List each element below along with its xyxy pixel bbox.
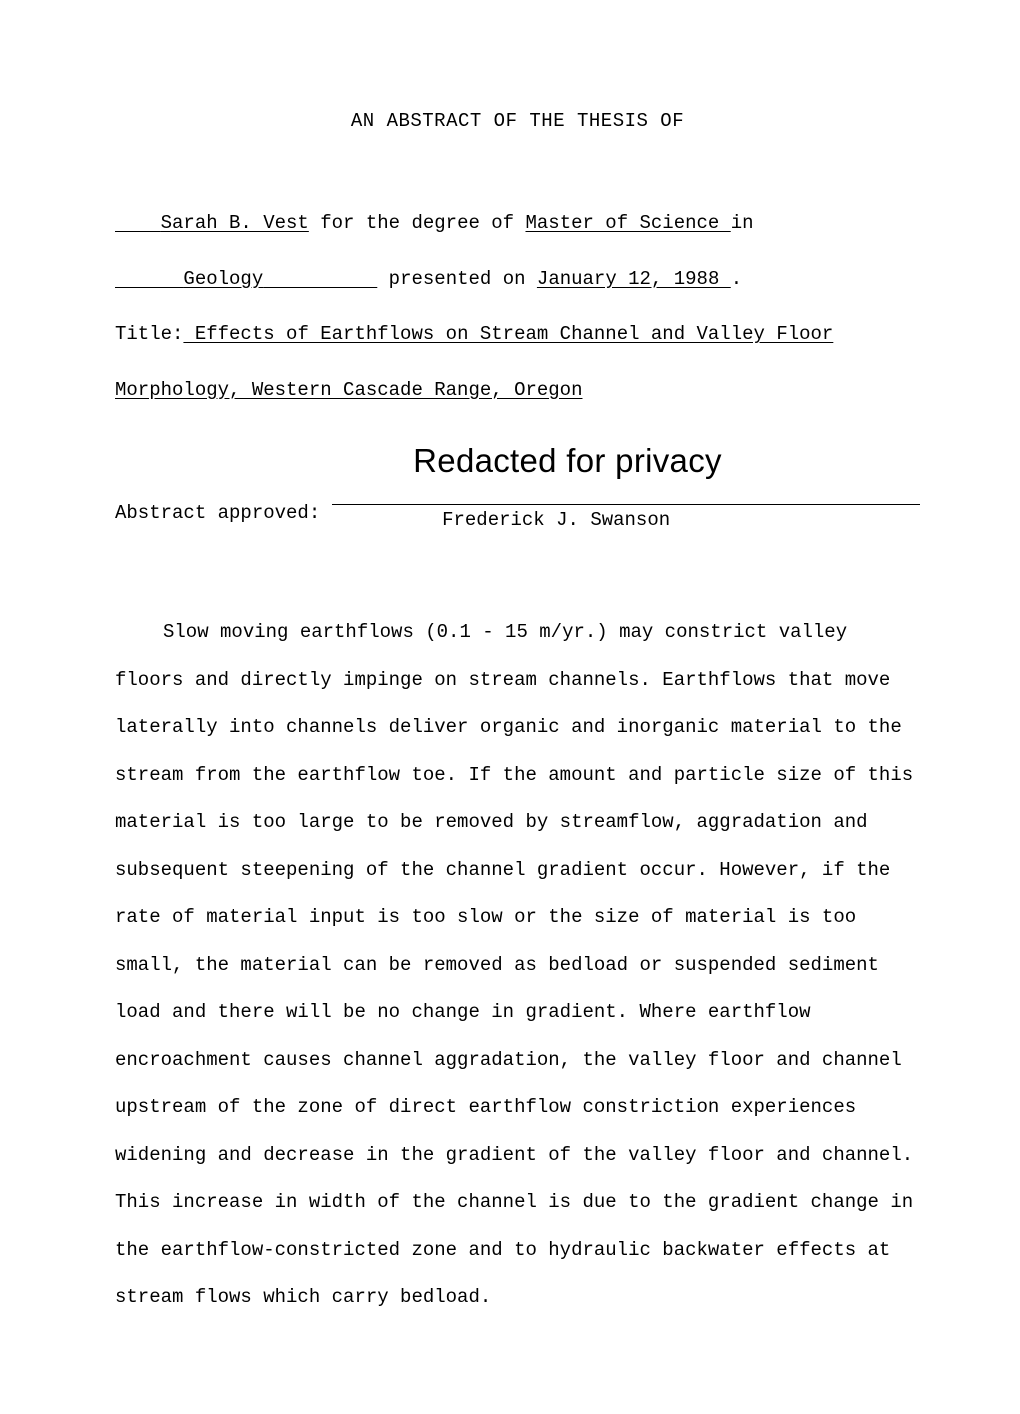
degree-name: Master of Science xyxy=(525,212,730,234)
title-label: Title: xyxy=(115,323,183,345)
advisor-name: Frederick J. Swanson xyxy=(192,505,920,531)
blank-lead xyxy=(115,212,161,234)
presentation-date: January 12, 1988 xyxy=(537,268,731,290)
major-date-line: Geology presented on January 12, 1988 . xyxy=(115,256,920,304)
title-line-2: Morphology, Western Cascade Range, Orego… xyxy=(115,367,920,415)
thesis-title-part-2: Morphology, Western Cascade Range, Orego… xyxy=(115,379,582,401)
blank-post-major xyxy=(263,268,377,290)
approval-section: Abstract approved: Frederick J. Swanson xyxy=(115,500,920,531)
period: . xyxy=(731,268,742,290)
in-text: in xyxy=(731,212,754,234)
major-field: Geology xyxy=(183,268,263,290)
page-title: AN ABSTRACT OF THE THESIS OF xyxy=(115,110,920,132)
author-degree-line: Sarah B. Vest for the degree of Master o… xyxy=(115,200,920,248)
abstract-paragraph: Slow moving earthflows (0.1 - 15 m/yr.) … xyxy=(115,609,920,1322)
thesis-title-part-1: Effects of Earthflows on Stream Channel … xyxy=(183,323,833,345)
title-line-1: Title: Effects of Earthflows on Stream C… xyxy=(115,311,920,359)
for-degree-text: for the degree of xyxy=(309,212,526,234)
author-name: Sarah B. Vest xyxy=(161,212,309,234)
redaction-notice: Redacted for privacy xyxy=(215,442,920,480)
abstract-body: Slow moving earthflows (0.1 - 15 m/yr.) … xyxy=(115,609,920,1322)
blank-lead-2 xyxy=(115,268,183,290)
presented-text: presented on xyxy=(377,268,537,290)
thesis-form: Sarah B. Vest for the degree of Master o… xyxy=(115,200,920,414)
signature-area: Frederick J. Swanson xyxy=(332,500,920,531)
